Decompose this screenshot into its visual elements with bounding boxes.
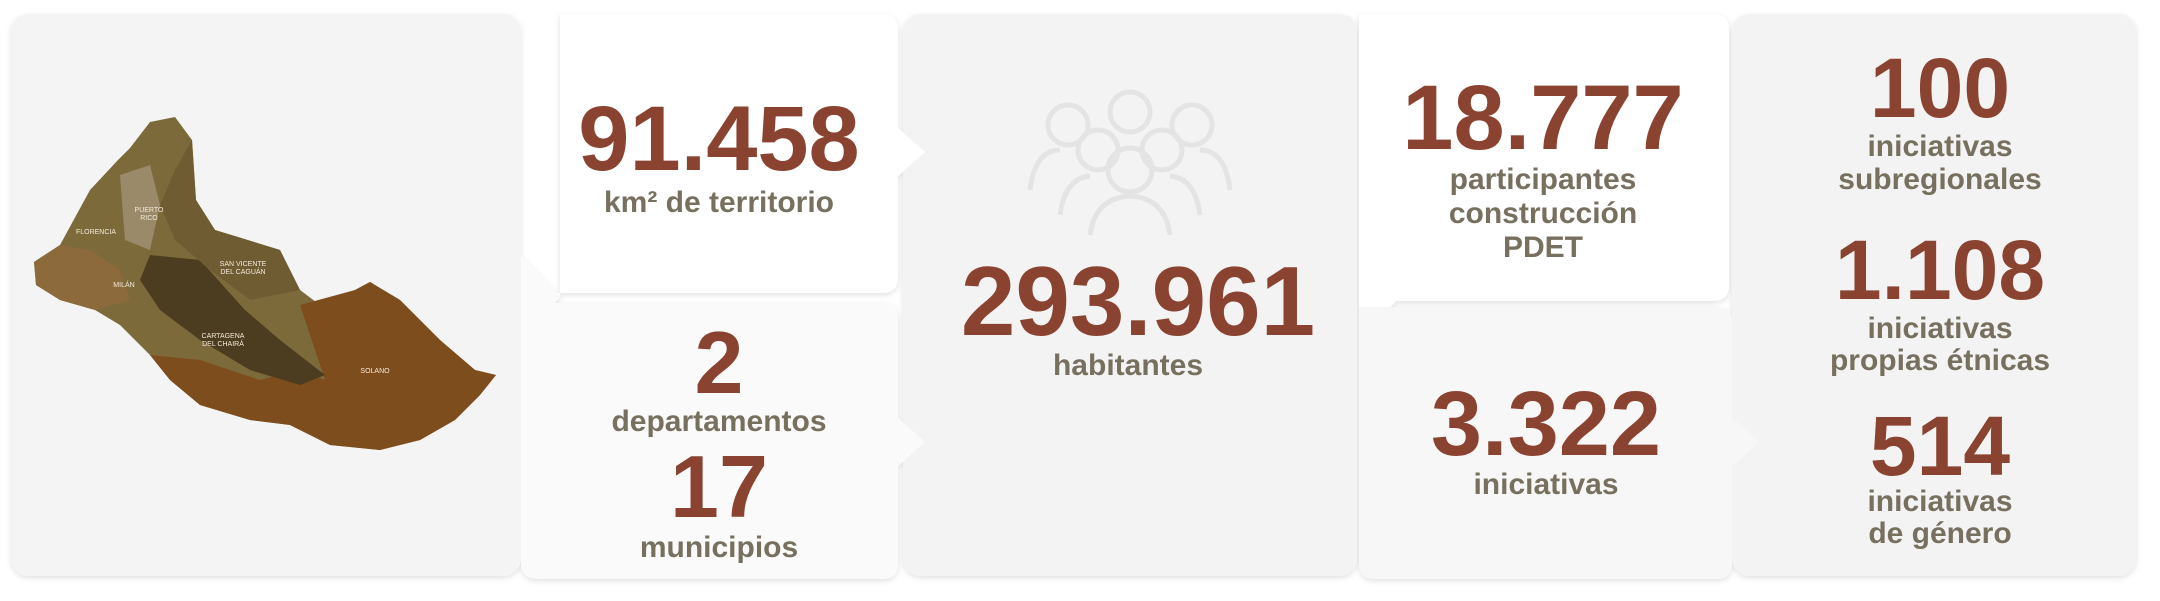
panels [11, 14, 2136, 579]
stat-label: habitantes [1053, 349, 1203, 382]
stat-value: 2 [695, 313, 744, 412]
stat-label: iniciativas [1867, 312, 2012, 345]
participants-panel [1359, 14, 1729, 301]
map-region [160, 140, 300, 300]
stat-value: 18.777 [1402, 67, 1683, 169]
map-label: PUERTO RICO [135, 207, 164, 222]
stat-value: 100 [1870, 41, 2010, 135]
stat-label: subregionales [1838, 163, 2041, 196]
stat-value: 17 [670, 437, 768, 536]
map-region [34, 245, 130, 310]
stat-label: iniciativas [1867, 130, 2012, 163]
stat-value: 514 [1870, 399, 2010, 493]
initiatives-panel [1359, 307, 1760, 579]
stat-value: 3.322 [1431, 373, 1661, 475]
stat-label: iniciativas [1473, 468, 1618, 501]
stat-label: construcción [1449, 197, 1637, 230]
stat-label: de género [1868, 517, 2011, 550]
stat-label: municipios [640, 531, 798, 564]
stat-label: PDET [1503, 231, 1583, 264]
population-panel [903, 14, 1357, 576]
map: PUERTO RICO FLORENCIA SAN VICENTE DEL CAGU… [34, 117, 496, 450]
map-label: FLORENCIA [76, 229, 116, 236]
stat-label: propias étnicas [1830, 344, 2050, 377]
stat-label: departamentos [611, 405, 826, 438]
initiatives-detail-panel [1732, 14, 2136, 576]
map-label: SOLANO [360, 368, 390, 375]
municipalities-panel [521, 303, 925, 579]
people-icon [1027, 89, 1233, 236]
stat-label: iniciativas [1867, 485, 2012, 518]
stat-value: 91.458 [578, 88, 859, 190]
stat-label: participantes [1450, 163, 1637, 196]
map-region [120, 165, 160, 250]
stat-value: 293.961 [961, 246, 1315, 356]
map-arrow [521, 255, 560, 339]
map-label: MILÁN [113, 280, 134, 289]
map-label: CARTAGENA DEL CHAIRÁ [202, 333, 245, 348]
stat-label: km² de territorio [604, 186, 834, 219]
territory-panel [521, 14, 925, 297]
map-region [150, 282, 496, 450]
map-region [140, 255, 325, 385]
stat-value: 1.108 [1835, 223, 2045, 317]
map-label: SAN VICENTE DEL CAGUÁN [220, 261, 267, 276]
